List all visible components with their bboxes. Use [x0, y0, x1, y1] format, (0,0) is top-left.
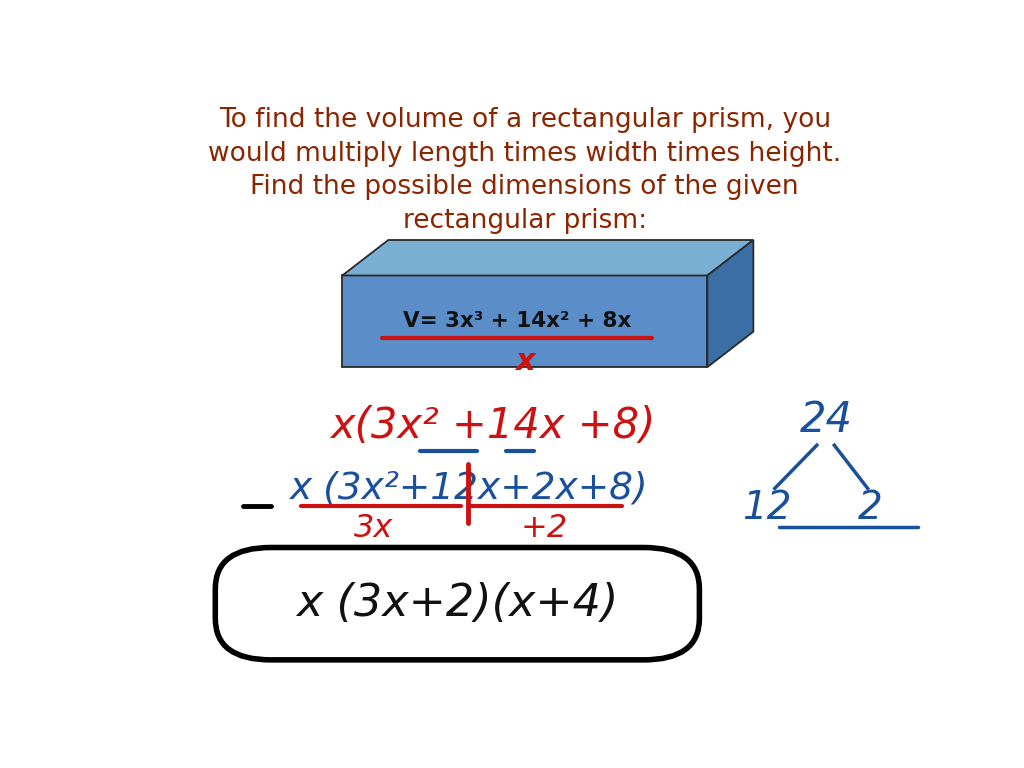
- Text: 12: 12: [742, 489, 792, 527]
- Polygon shape: [342, 240, 754, 276]
- Text: +2: +2: [521, 513, 568, 544]
- Text: Find the possible dimensions of the given: Find the possible dimensions of the give…: [251, 174, 799, 200]
- Text: To find the volume of a rectangular prism, you: To find the volume of a rectangular pris…: [219, 107, 830, 133]
- Text: 3x: 3x: [354, 513, 393, 544]
- Text: x (3x²+12x+2x+8): x (3x²+12x+2x+8): [290, 470, 648, 506]
- Text: x: x: [515, 347, 535, 376]
- Text: 24: 24: [800, 399, 853, 442]
- Text: x (3x+2)(x+4): x (3x+2)(x+4): [296, 582, 618, 625]
- Text: V= 3x³ + 14x² + 8x: V= 3x³ + 14x² + 8x: [402, 311, 631, 331]
- Text: 2: 2: [858, 489, 883, 527]
- Text: x(3x² +14x +8): x(3x² +14x +8): [331, 406, 655, 447]
- Polygon shape: [708, 240, 754, 367]
- Polygon shape: [342, 276, 708, 367]
- Text: rectangular prism:: rectangular prism:: [402, 208, 647, 234]
- Text: would multiply length times width times height.: would multiply length times width times …: [208, 141, 842, 167]
